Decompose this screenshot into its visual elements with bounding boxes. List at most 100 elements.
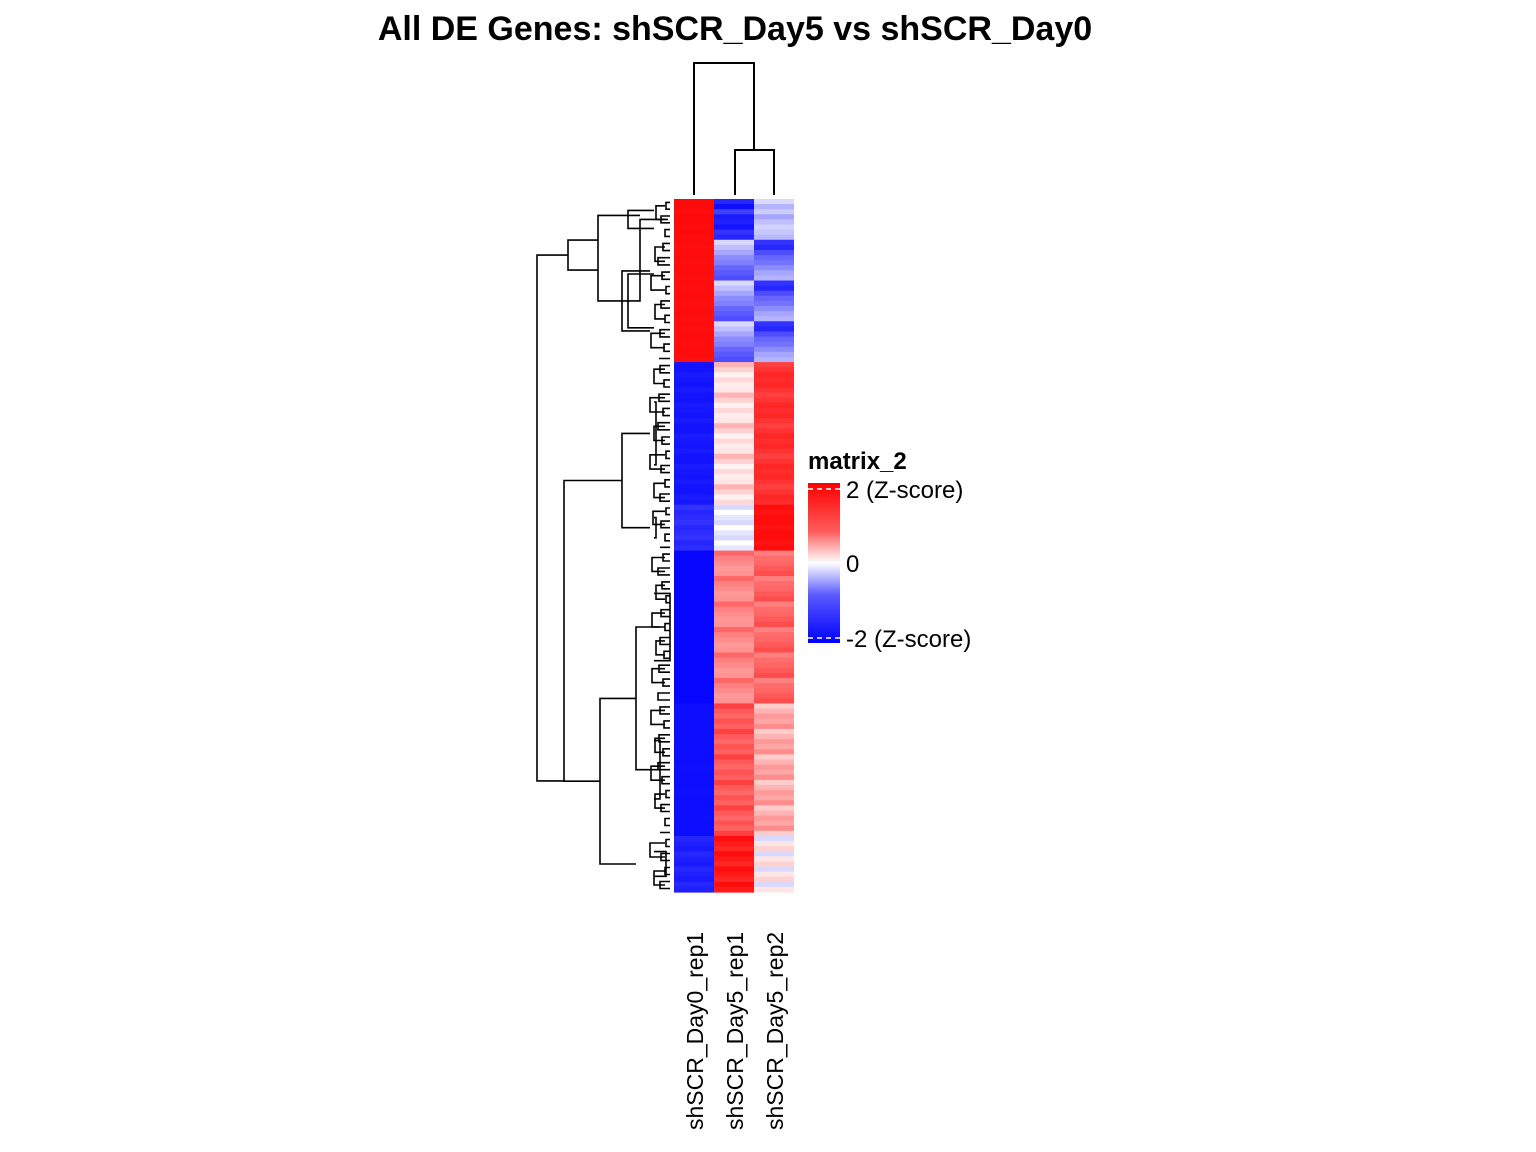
row-dendrogram-branch <box>651 667 665 684</box>
heatmap-cell <box>754 209 794 215</box>
heatmap-cell <box>754 316 794 322</box>
heatmap-cell <box>714 402 754 409</box>
heatmap-cell <box>714 779 754 786</box>
heatmap-cell <box>714 306 754 312</box>
heatmap-cell <box>714 718 754 725</box>
heatmap-cell <box>754 876 794 883</box>
heatmap-cell <box>714 336 754 343</box>
heatmap-cell <box>714 469 754 475</box>
heatmap-cell <box>714 433 754 440</box>
heatmap-cell <box>674 397 714 404</box>
row-dendrogram-branch <box>650 765 665 781</box>
heatmap-cell <box>754 382 794 389</box>
heatmap-cell <box>754 576 794 582</box>
heatmap-cell <box>714 591 754 598</box>
heatmap-cell <box>754 326 794 333</box>
heatmap-cell <box>714 290 754 297</box>
heatmap-cell <box>754 229 794 236</box>
heatmap-cell <box>754 647 794 654</box>
heatmap-cell <box>714 570 754 577</box>
heatmap-cell <box>714 234 754 241</box>
heatmap-cell <box>754 275 794 282</box>
heatmap-cell <box>714 596 754 603</box>
heatmap-cell <box>674 698 714 705</box>
heatmap-cell <box>714 734 754 740</box>
row-dendrogram-branch <box>665 789 670 799</box>
heatmap-cell <box>714 463 754 470</box>
heatmap-cell <box>674 830 714 837</box>
heatmap-cell <box>754 861 794 868</box>
heatmap-cell <box>754 433 794 440</box>
heatmap-cell <box>754 418 794 424</box>
heatmap-cell <box>674 280 714 287</box>
row-dendrogram-branch <box>654 246 665 263</box>
heatmap-cell <box>714 764 754 771</box>
heatmap-cell <box>754 407 794 414</box>
heatmap-cell <box>754 739 794 745</box>
heatmap-cell <box>714 331 754 338</box>
heatmap-cell <box>754 402 794 409</box>
heatmap-cell <box>754 555 794 562</box>
heatmap-cell <box>754 255 794 261</box>
heatmap-cell <box>674 484 714 491</box>
heatmap-cell <box>674 713 714 720</box>
heatmap-cell <box>674 693 714 699</box>
row-dendrogram-branch <box>664 817 670 827</box>
heatmap-cell <box>754 764 794 771</box>
heatmap-cell <box>674 326 714 333</box>
heatmap-cell <box>714 362 754 368</box>
heatmap-cell <box>754 525 794 531</box>
heatmap-cell <box>714 871 754 878</box>
heatmap-cell <box>674 754 714 761</box>
heatmap-cell <box>674 209 714 215</box>
heatmap-cell <box>674 234 714 241</box>
heatmap-cell <box>674 204 714 210</box>
heatmap-cell <box>674 886 714 893</box>
heatmap-cell <box>754 632 794 638</box>
heatmap-cell <box>674 815 714 822</box>
chart-title: All DE Genes: shSCR_Day5 vs shSCR_Day0 <box>378 10 1092 48</box>
heatmap-cell <box>754 881 794 888</box>
heatmap-cell <box>674 555 714 562</box>
heatmap-cell <box>754 448 794 455</box>
heatmap-cell <box>754 734 794 740</box>
heatmap-cell <box>714 728 754 735</box>
heatmap-cell <box>714 642 754 649</box>
heatmap-cell <box>754 754 794 761</box>
heatmap-cell <box>674 270 714 277</box>
heatmap-cell <box>674 341 714 348</box>
heatmap-cell <box>674 489 714 496</box>
heatmap-cell <box>754 321 794 327</box>
heatmap-cell <box>714 856 754 863</box>
heatmap-cell <box>714 790 754 796</box>
heatmap-cell <box>714 443 754 450</box>
heatmap-cell <box>714 530 754 536</box>
heatmap-cell <box>674 229 714 236</box>
row-dendrogram-branch <box>563 479 622 782</box>
heatmap-cell <box>754 306 794 312</box>
heatmap-cell <box>714 239 754 246</box>
heatmap-cell <box>754 520 794 526</box>
heatmap-cell <box>674 377 714 384</box>
heatmap-cell <box>674 331 714 338</box>
heatmap-cell <box>754 438 794 445</box>
heatmap-cell <box>754 413 794 419</box>
heatmap-cell <box>674 856 714 863</box>
heatmap-cell <box>714 453 754 460</box>
row-dendrogram-branch <box>651 612 665 628</box>
heatmap-cell <box>674 784 714 791</box>
heatmap-cell <box>714 851 754 857</box>
heatmap-cell <box>674 744 714 750</box>
heatmap-cell <box>714 321 754 327</box>
column-label-day5-rep2: shSCR_Day5_rep2 <box>762 932 788 1130</box>
heatmap-cell <box>714 280 754 287</box>
row-dendrogram-branch <box>649 842 665 858</box>
heatmap-cell <box>754 621 794 628</box>
heatmap-cell <box>674 224 714 231</box>
heatmap-cell <box>754 744 794 750</box>
heatmap-cell <box>674 244 714 251</box>
heatmap-cell <box>714 805 754 812</box>
heatmap-cell <box>754 805 794 812</box>
col-dendro-merge-day5 <box>734 149 775 195</box>
